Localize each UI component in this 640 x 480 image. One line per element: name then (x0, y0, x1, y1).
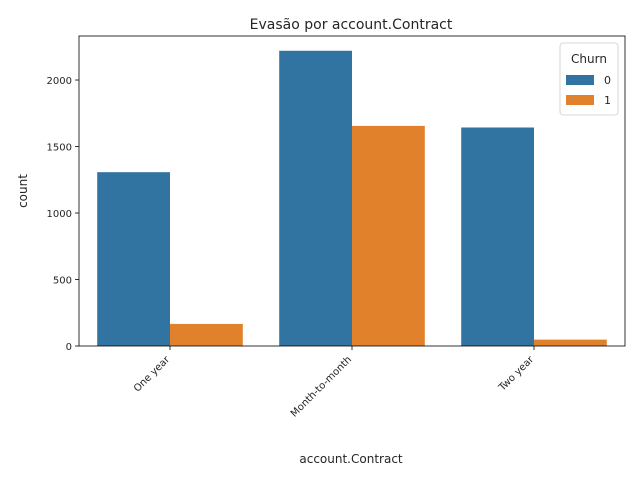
bar-one-year-series-1 (170, 323, 243, 346)
x-tick-label: One year (132, 354, 173, 395)
y-tick-label: 0 (66, 342, 72, 353)
y-tick-label: 2000 (47, 76, 72, 87)
legend-label-1: 1 (604, 94, 611, 107)
x-axis-label: account.Contract (299, 452, 403, 466)
legend-title: Churn (571, 52, 607, 66)
legend-items: 01 (566, 74, 611, 107)
y-axis: 0 500 1000 1500 2000 (47, 76, 79, 353)
bar-month-to-month-series-1 (352, 125, 425, 347)
legend-swatch-0 (566, 75, 594, 85)
bar-month-to-month-series-0 (279, 50, 352, 346)
y-tick-label: 500 (53, 276, 72, 287)
legend: Churn 01 (559, 42, 619, 116)
x-tick-label: Month-to-month (289, 354, 354, 419)
legend-swatch-1 (566, 95, 594, 105)
bar-two-year-series-0 (461, 127, 534, 346)
bar-two-year-series-1 (534, 339, 607, 346)
y-tick-label: 1000 (47, 209, 72, 220)
legend-label-0: 0 (604, 74, 611, 87)
chart-title: Evasão por account.Contract (250, 17, 453, 33)
y-tick-label: 1500 (47, 143, 72, 154)
bars-group (97, 50, 607, 347)
x-tick-label: Two year (496, 354, 536, 394)
y-axis-label: count (16, 174, 30, 208)
x-axis: One year Month-to-month Two year (132, 346, 537, 420)
plot-frame (78, 35, 626, 347)
bar-one-year-series-0 (97, 172, 170, 346)
